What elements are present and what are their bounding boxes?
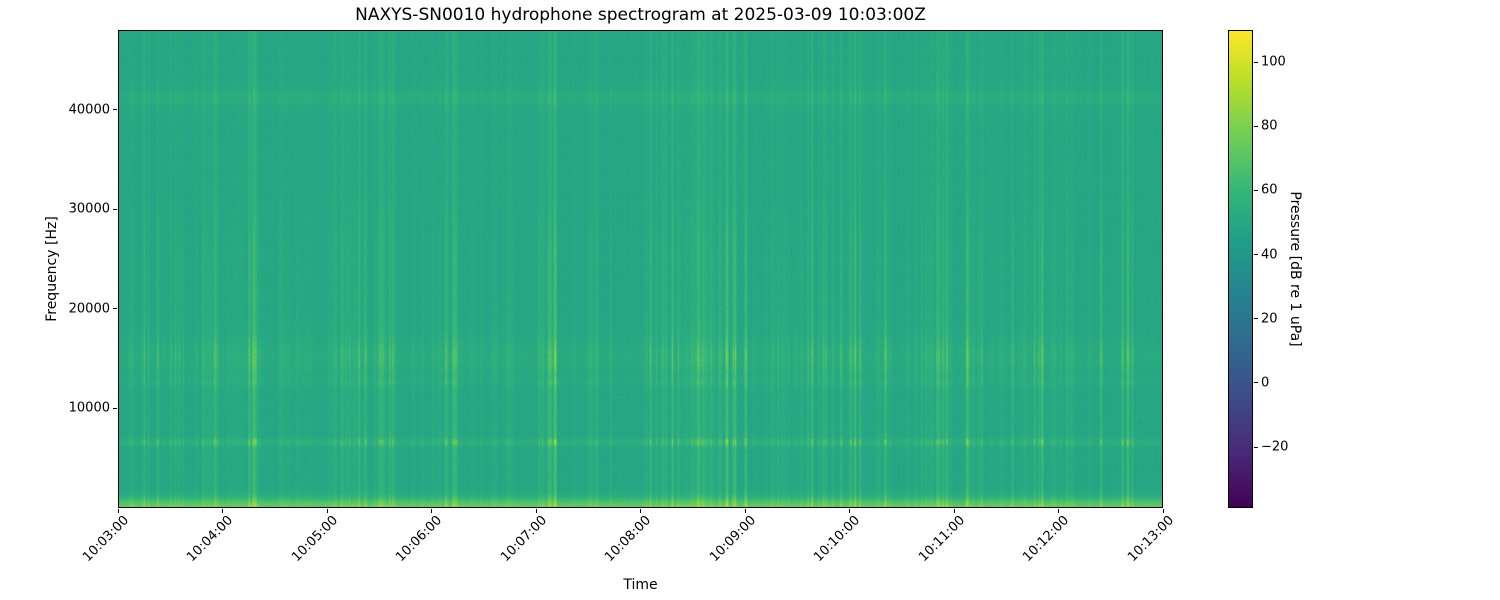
y-tick-label: 10000 — [68, 400, 110, 416]
colorbar-tick-mark — [1254, 61, 1258, 63]
colorbar — [1228, 30, 1253, 508]
x-tick-label: 10:08:00 — [602, 513, 655, 565]
y-tick-label: 30000 — [68, 201, 110, 217]
x-tick-label: 10:13:00 — [1124, 513, 1177, 565]
colorbar-tick-label: −20 — [1261, 439, 1289, 455]
y-tick-mark — [113, 109, 117, 111]
colorbar-tick-mark — [1254, 382, 1258, 384]
colorbar-tick-mark — [1254, 189, 1258, 191]
y-tick-mark — [113, 407, 117, 409]
x-tick-label: 10:09:00 — [706, 513, 759, 565]
y-tick-label: 20000 — [68, 301, 110, 317]
colorbar-tick-mark — [1254, 254, 1258, 256]
x-tick-label: 10:10:00 — [811, 513, 864, 565]
x-tick-label: 10:06:00 — [393, 513, 446, 565]
x-tick-mark — [222, 509, 223, 513]
x-tick-mark — [953, 509, 955, 513]
colorbar-tick-label: 0 — [1261, 375, 1270, 391]
colorbar-tick-label: 80 — [1261, 118, 1278, 134]
x-tick-mark — [1162, 509, 1164, 513]
plot-area — [118, 30, 1163, 508]
colorbar-tick-label: 40 — [1261, 247, 1278, 263]
colorbar-tick-mark — [1254, 318, 1258, 320]
y-axis-label: Frequency [Hz] — [44, 216, 60, 322]
colorbar-tick-mark — [1254, 446, 1258, 448]
x-tick-mark — [640, 509, 641, 513]
x-tick-label: 10:11:00 — [915, 513, 968, 565]
x-tick-label: 10:05:00 — [288, 513, 341, 565]
x-tick-mark — [1058, 509, 1059, 513]
colorbar-tick-label: 100 — [1261, 54, 1286, 70]
chart-title: NAXYS-SN0010 hydrophone spectrogram at 2… — [355, 5, 926, 25]
colorbar-tick-label: 60 — [1261, 182, 1278, 198]
x-tick-label: 10:07:00 — [497, 513, 550, 565]
x-tick-mark — [849, 509, 850, 513]
y-tick-label: 40000 — [68, 102, 110, 118]
x-tick-label: 10:12:00 — [1020, 513, 1073, 565]
x-tick-label: 10:03:00 — [79, 513, 132, 565]
y-tick-mark — [113, 208, 117, 210]
y-tick-mark — [113, 308, 117, 310]
x-tick-mark — [326, 509, 328, 513]
colorbar-tick-mark — [1254, 125, 1258, 127]
colorbar-tick-label: 20 — [1261, 311, 1278, 327]
x-tick-mark — [431, 509, 432, 513]
colorbar-label: Pressure [dB re 1 uPa] — [1287, 191, 1303, 347]
spectrogram-heatmap — [119, 31, 1162, 507]
x-tick-mark — [744, 509, 746, 513]
x-axis-label: Time — [623, 577, 658, 593]
x-tick-label: 10:04:00 — [184, 513, 237, 565]
x-tick-mark — [535, 509, 537, 513]
x-tick-mark — [117, 509, 119, 513]
